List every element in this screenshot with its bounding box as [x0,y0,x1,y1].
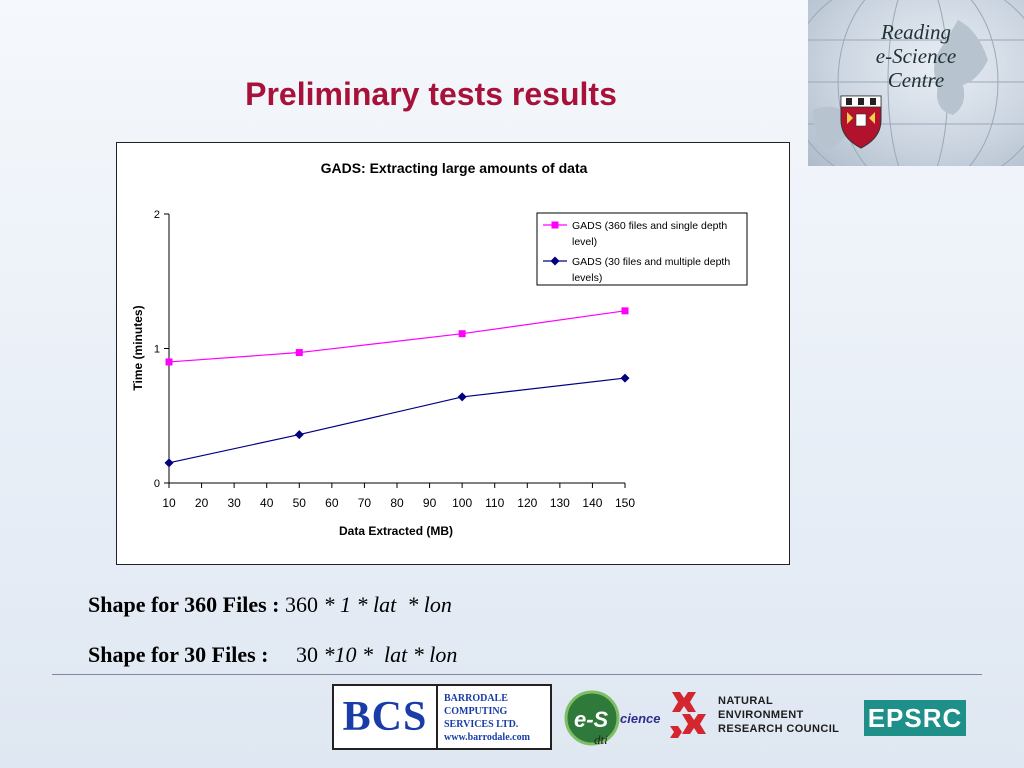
footer-logos: BCS BARRODALE COMPUTING SERVICES LTD. ww… [0,680,1024,768]
page-title: Preliminary tests results [245,76,617,112]
reading-escience-logo: Reading e-Science Centre [808,0,1024,166]
x-tick-label: 140 [582,496,602,510]
data-point-series-2 [164,458,174,468]
legend-label: level) [572,236,597,248]
x-tick-label: 10 [162,496,176,510]
logo-text-line-2: e-Science [875,44,957,68]
x-tick-label: 60 [325,496,339,510]
legend-label: GADS (30 files and multiple depth [572,256,730,268]
shape-30-value: 30 [295,642,318,667]
bcs-line-4: www.barrodale.com [444,732,530,743]
data-point-series-1 [621,307,629,315]
y-tick-label: 1 [154,344,160,356]
x-tick-label: 120 [517,496,537,510]
shape-30-line: Shape for 30 Files : 30 *10 * lat * lon [88,642,457,668]
y-axis-label: Time (minutes) [131,305,145,390]
chart-title: GADS: Extracting large amounts of data [321,160,588,176]
data-point-series-2 [294,430,304,440]
bcs-line-1: BARRODALE [444,693,508,704]
x-tick-label: 50 [293,496,307,510]
x-tick-label: 80 [390,496,404,510]
shape-360-rest: * 1 * lat * lon [323,592,452,617]
bcs-logo: BCS BARRODALE COMPUTING SERVICES LTD. ww… [332,684,552,750]
data-point-series-1 [458,330,466,338]
escience-dti-logo: e-S cience dti [562,686,672,748]
data-point-series-1 [295,349,303,357]
globe-graphic [808,0,1024,166]
bcs-line-2: COMPUTING [444,706,508,717]
nerc-line-1: NATURAL [718,695,774,707]
shape-360-label: Shape for 360 Files : [88,592,280,617]
legend-label: levels) [572,272,602,284]
x-axis-label: Data Extracted (MB) [339,524,453,538]
data-point-series-2 [457,392,467,402]
line-chart: GADS: Extracting large amounts of data D… [131,160,748,538]
escience-main-text: e-S [574,707,609,732]
logo-text-line-1: Reading [881,20,951,44]
footer-divider [52,674,982,675]
legend-box [536,212,748,286]
x-tick-label: 70 [358,496,372,510]
crest-shield [840,95,882,149]
x-tick-label: 130 [550,496,570,510]
bcs-letters: BCS [334,686,438,748]
shape-30-label: Shape for 30 Files : [88,642,269,667]
data-point-series-2 [620,373,630,383]
epsrc-logo: EPSRC [864,700,966,736]
x-tick-label: 110 [485,496,504,510]
x-tick-label: 20 [195,496,209,510]
bcs-line-3: SERVICES LTD. [444,719,519,730]
x-tick-label: 90 [423,496,437,510]
x-tick-label: 40 [260,496,274,510]
escience-sub-text: cience [620,711,660,726]
x-tick-label: 30 [227,496,241,510]
shape-30-rest: *10 * lat * lon [323,642,458,667]
data-point-series-1 [165,358,173,366]
nerc-line-2: ENVIRONMENT [718,709,804,721]
shape-360-value: 360 [284,592,318,617]
legend-label: GADS (360 files and single depth [572,220,727,232]
escience-graphic: e-S cience dti [564,690,660,747]
y-tick-label: 2 [154,209,160,221]
logo-text-line-3: Centre [887,68,945,92]
series-line-2 [168,377,626,464]
nerc-logo: NATURAL ENVIRONMENT RESEARCH COUNCIL [668,686,858,748]
series-line-1 [168,310,626,363]
x-tick-label: 100 [452,496,472,510]
nerc-emblem [670,692,706,738]
x-tick-label: 150 [615,496,635,510]
legend-marker [550,256,560,266]
y-tick-label: 0 [154,478,160,490]
bcs-company-text: BARRODALE COMPUTING SERVICES LTD. www.ba… [444,692,552,744]
nerc-line-3: RESEARCH COUNCIL [718,723,840,735]
shape-360-line: Shape for 360 Files : 360 * 1 * lat * lo… [88,592,452,618]
legend-marker [551,221,559,229]
chart-panel: GADS: Extracting large amounts of data D… [116,142,790,565]
escience-dti-text: dti [594,732,608,747]
nerc-text: NATURAL ENVIRONMENT RESEARCH COUNCIL [718,694,839,736]
